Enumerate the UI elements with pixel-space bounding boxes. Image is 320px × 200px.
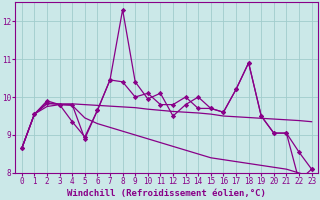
X-axis label: Windchill (Refroidissement éolien,°C): Windchill (Refroidissement éolien,°C)	[67, 189, 266, 198]
